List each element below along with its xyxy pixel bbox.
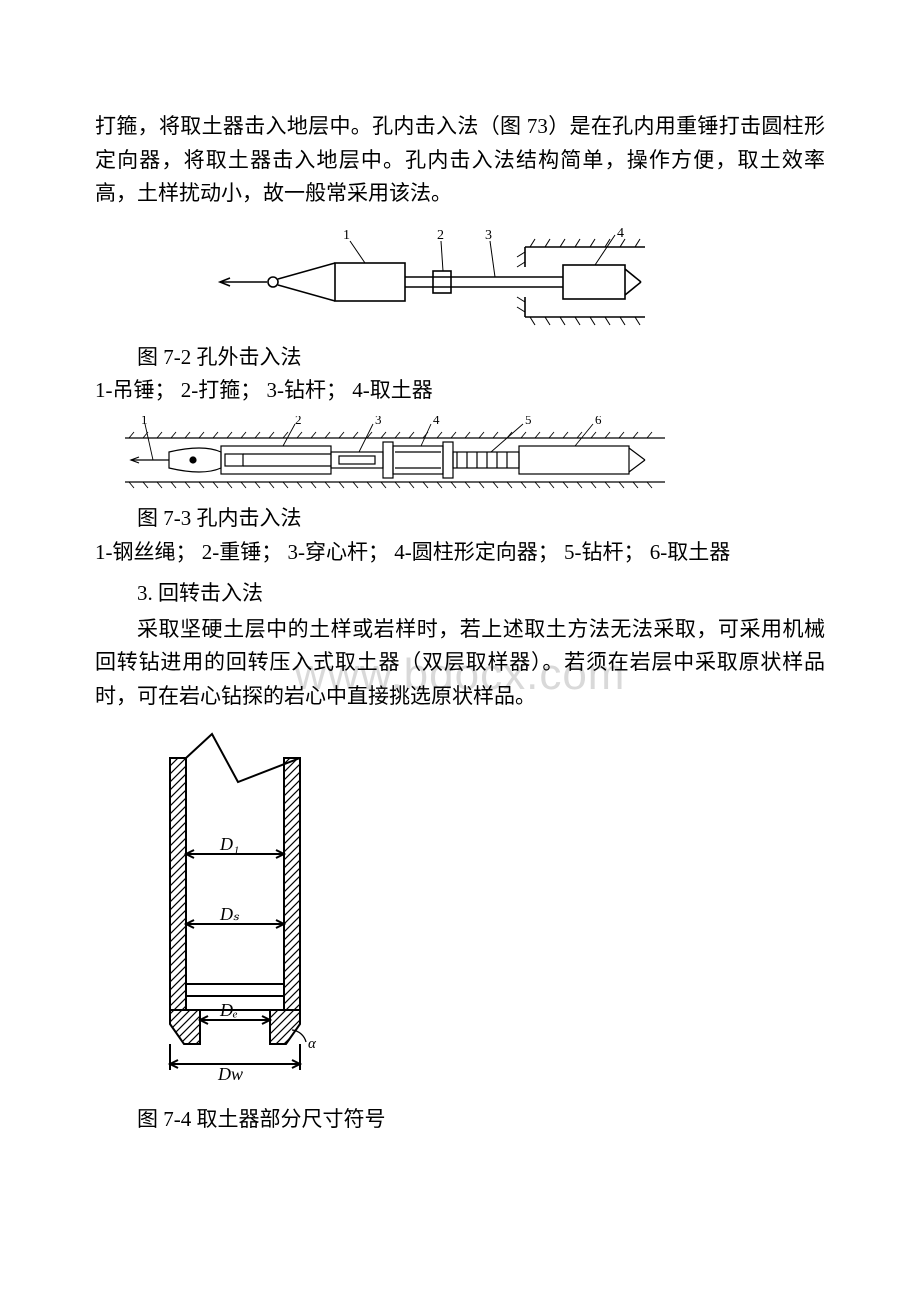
figure-7-3-caption: 图 7-3 孔内击入法	[95, 502, 825, 536]
figure-7-3: 1 2 3 4 5 6	[125, 416, 665, 498]
fig72-label-4: 4	[617, 227, 624, 241]
fig73-label-1: 1	[141, 416, 148, 427]
figure-7-2-svg: 1 2 3 4	[215, 227, 655, 337]
fig74-label-dw: Dw	[217, 1064, 243, 1084]
fig73-label-4: 4	[433, 416, 440, 427]
figure-7-2: 1 2 3 4	[215, 227, 655, 337]
fig72-label-3: 3	[485, 228, 492, 243]
fig74-label-alpha: α	[308, 1036, 317, 1052]
section-3-heading: 3. 回转击入法	[95, 577, 825, 611]
intro-paragraph: 打箍，将取土器击入地层中。孔内击入法（图 73）是在孔内用重锤打击圆柱形定向器，…	[95, 110, 825, 211]
fig72-label-1: 1	[343, 228, 350, 243]
figure-7-2-caption: 图 7-2 孔外击入法	[95, 341, 825, 375]
fig73-label-6: 6	[595, 416, 602, 427]
fig73-label-5: 5	[525, 416, 532, 427]
fig74-label-ds: Dₛ	[219, 904, 240, 924]
fig72-label-2: 2	[437, 228, 444, 243]
fig74-label-de: Dₑ	[219, 1000, 238, 1020]
fig73-label-2: 2	[295, 416, 302, 427]
figure-7-4-svg: D₁ Dₛ Dₑ Dw α	[140, 724, 340, 1094]
fig73-label-3: 3	[375, 416, 382, 427]
section-3-body: 采取坚硬土层中的土样或岩样时，若上述取土方法无法采取，可采用机械回转钻进用的回转…	[95, 613, 825, 714]
figure-7-2-legend: 1-吊锤； 2-打箍； 3-钻杆； 4-取土器	[95, 374, 825, 408]
figure-7-4: D₁ Dₛ Dₑ Dw α	[140, 724, 825, 1099]
fig74-label-d1: D₁	[219, 834, 239, 854]
figure-7-3-svg: 1 2 3 4 5 6	[125, 416, 665, 498]
figure-7-3-legend: 1-钢丝绳； 2-重锤； 3-穿心杆； 4-圆柱形定向器； 5-钻杆； 6-取土…	[95, 536, 825, 570]
figure-7-4-caption: 图 7-4 取土器部分尺寸符号	[95, 1103, 825, 1137]
